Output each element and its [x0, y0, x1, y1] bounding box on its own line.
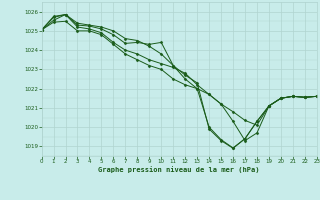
X-axis label: Graphe pression niveau de la mer (hPa): Graphe pression niveau de la mer (hPa) [99, 167, 260, 173]
